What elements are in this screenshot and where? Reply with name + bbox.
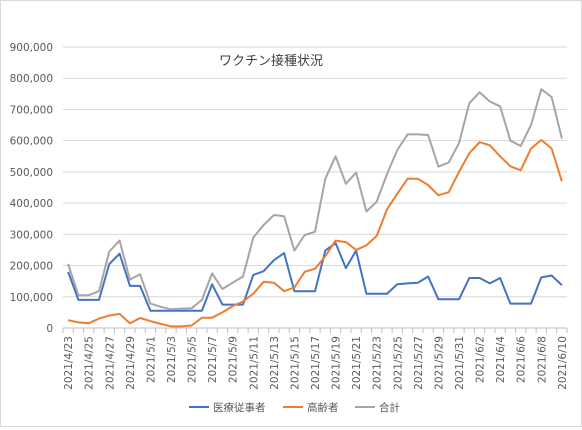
y-tick-label: 600,000 [10, 136, 53, 148]
x-tick-label: 2021/5/19 [331, 336, 343, 390]
y-tick-label: 200,000 [10, 261, 53, 273]
y-tick-label: 900,000 [10, 42, 53, 54]
y-axis: 0 100,000 200,000 300,000 400,000 500,000 600,… [10, 42, 53, 335]
x-tick-label: 2021/5/23 [372, 336, 384, 390]
x-tick-label: 2021/5/27 [413, 336, 425, 390]
x-tick-label: 2021/4/29 [125, 336, 137, 390]
x-tick-label: 2021/5/9 [228, 336, 240, 383]
x-tick-label: 2021/6/6 [516, 336, 528, 383]
chart-title: ワクチン接種状況 [219, 53, 323, 69]
y-tick-label: 100,000 [10, 292, 53, 304]
x-tick-label: 2021/6/8 [536, 336, 548, 383]
y-tick-label: 700,000 [10, 104, 53, 116]
x-tick-label: 2021/5/31 [454, 336, 466, 390]
y-tick-label: 500,000 [10, 167, 53, 179]
series-line-2 [68, 89, 562, 309]
legend-label: 医療従事者 [213, 401, 266, 414]
x-tick-label: 2021/5/13 [269, 336, 281, 390]
x-tick-label: 2021/5/5 [187, 336, 199, 383]
x-tick-label: 2021/6/10 [557, 336, 569, 390]
x-tick-label: 2021/5/7 [207, 336, 219, 383]
series-lines [68, 89, 562, 326]
x-tick-label: 2021/5/25 [392, 336, 404, 390]
series-line-0 [68, 243, 562, 311]
x-tick-label: 2021/4/27 [104, 336, 116, 390]
series-line-1 [68, 140, 562, 326]
x-tick-label: 2021/5/3 [166, 336, 178, 383]
x-tick-label: 2021/5/11 [248, 336, 260, 390]
x-tick-label: 2021/5/15 [289, 336, 301, 390]
x-tick-label: 2021/5/21 [351, 336, 363, 390]
x-tick-label: 2021/5/1 [145, 336, 157, 383]
x-tick-label: 2021/6/2 [475, 336, 487, 383]
legend-label: 高齢者 [307, 401, 339, 414]
y-tick-label: 0 [46, 323, 53, 335]
y-tick-label: 800,000 [10, 73, 53, 85]
x-tick-label: 2021/4/23 [63, 336, 75, 390]
x-axis: 2021/4/23 2021/4/25 2021/4/27 2021/4/29 2021… [63, 328, 569, 390]
x-tick-label: 2021/5/17 [310, 336, 322, 390]
y-tick-label: 300,000 [10, 229, 53, 241]
x-tick-label: 2021/4/25 [84, 336, 96, 390]
legend: 医療従事者 高齢者 合計 [189, 401, 400, 414]
x-tick-label: 2021/5/29 [433, 336, 445, 390]
x-tick-label: 2021/6/4 [495, 336, 507, 383]
y-tick-label: 400,000 [10, 198, 53, 210]
legend-label: 合計 [379, 401, 400, 414]
